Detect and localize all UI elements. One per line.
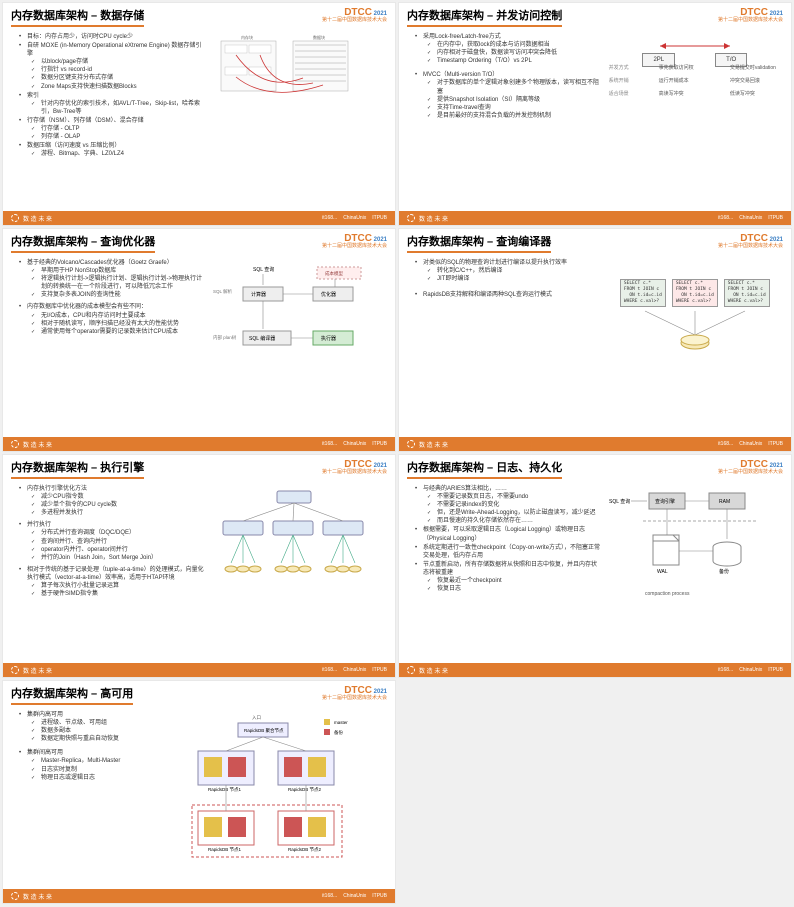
- slide-footer: 数 造 未 来 it168...ChinaUnixITPUB: [399, 663, 791, 677]
- exec-diagram: [213, 485, 385, 638]
- svg-text:compaction process: compaction process: [645, 591, 690, 597]
- list-item: 行存储（NSM）、列存储（DSM）、混合存储 行存储 - OLTP 列存储 - …: [17, 117, 207, 141]
- ha-diagram: 入口 RapidsDB 聚合节点 master 备份 RapidsDB 节点1 …: [168, 711, 385, 874]
- slide-title: 内存数据库架构 – 并发访问控制: [407, 7, 562, 27]
- event-logo: DTCC 2021 第十二届中国数据库技术大会: [322, 459, 387, 476]
- list-item: 目标：内存占用少，访问时CPU cycle少: [17, 33, 207, 41]
- svg-text:RapidsDB 节点1: RapidsDB 节点1: [208, 847, 242, 853]
- slide-exec-engine: 内存数据库架构 – 执行引擎 DTCC 2021 第十二届中国数据库技术大会 内…: [2, 454, 396, 678]
- list-item: 索引 针对内存优化的索引技术，如AVL/T-Tree，Skip-list，哈希索…: [17, 92, 207, 116]
- bullet-list: 与经典的ARIES算法相比，…… 不需要记录数页日志，不需要undo 不需要记录…: [413, 485, 603, 593]
- event-logo: DTCC 2021 第十二届中国数据库技术大会: [718, 459, 783, 476]
- slide-title: 内存数据库架构 – 高可用: [11, 685, 133, 705]
- logging-diagram: SQL 查询 查询引擎 RAM WAL 备份: [609, 485, 781, 638]
- list-item: 自研 MOXE (in-Memory Operational eXtreme E…: [17, 42, 207, 91]
- event-logo: DTCC 2021 第十二届中国数据库技术大会: [718, 233, 783, 250]
- optimizer-diagram: SQL 查询 计算器 优化器 成本模型 SQL 编译器 执行器: [213, 259, 385, 382]
- svg-text:RapidsDB 节点2: RapidsDB 节点2: [288, 847, 322, 853]
- slide-title: 内存数据库架构 – 数据存储: [11, 7, 144, 27]
- event-logo: DTCC 2021 第十二届中国数据库技术大会: [322, 233, 387, 250]
- svg-text:数据块: 数据块: [313, 34, 325, 40]
- svg-text:RapidsDB 聚合节点: RapidsDB 聚合节点: [244, 727, 284, 734]
- slide-footer: 数 造 未 来 it168...ChinaUnixITPUB: [3, 889, 395, 903]
- svg-text:备份: 备份: [334, 729, 343, 736]
- svg-text:RAM: RAM: [719, 499, 730, 505]
- slide-compiler: 内存数据库架构 – 查询编译器 DTCC 2021 第十二届中国数据库技术大会 …: [398, 228, 792, 452]
- event-logo: DTCC 2021 第十二届中国数据库技术大会: [322, 7, 387, 24]
- svg-text:内存块: 内存块: [241, 34, 253, 40]
- event-logo: DTCC 2021 第十二届中国数据库技术大会: [718, 7, 783, 24]
- slide-title: 内存数据库架构 – 查询编译器: [407, 233, 551, 253]
- svg-text:优化器: 优化器: [321, 291, 336, 298]
- svg-text:入口: 入口: [252, 715, 261, 721]
- slide-title: 内存数据库架构 – 查询优化器: [11, 233, 155, 253]
- svg-text:备份: 备份: [719, 568, 729, 575]
- comparison-diagram: 2PL T/O 并发方式事先获取访问权交易提交时validation 系统开销运…: [609, 33, 781, 121]
- svg-text:RapidsDB 节点1: RapidsDB 节点1: [208, 787, 242, 793]
- slide-data-storage: 内存数据库架构 – 数据存储 DTCC 2021 第十二届中国数据库技术大会 目…: [2, 2, 396, 226]
- slide-footer: 数 造 未 来 it168...ChinaUnixITPUB: [3, 437, 395, 451]
- svg-text:SQL 查询: SQL 查询: [253, 266, 274, 273]
- bullet-list: 集群内高可用 进程级、节点级、可用组 数据多副本 数据定期快照与重启自动恢复 集…: [17, 711, 162, 782]
- svg-text:SQL 编译器: SQL 编译器: [249, 335, 275, 342]
- slide-logging: 内存数据库架构 – 日志、持久化 DTCC 2021 第十二届中国数据库技术大会…: [398, 454, 792, 678]
- svg-text:SQL 查询: SQL 查询: [609, 498, 630, 505]
- svg-text:执行器: 执行器: [321, 335, 336, 342]
- svg-text:RapidsDB 节点2: RapidsDB 节点2: [288, 787, 322, 793]
- bullet-list: 对类似的SQL的物理查询计划进行编译以提升执行效率 转化到C/C++，然后编译 …: [413, 259, 603, 299]
- svg-text:计算器: 计算器: [251, 291, 266, 298]
- compiler-diagram: SELECT c.* FROM t JOIN c ON t.id=c.id WH…: [609, 259, 781, 357]
- slide-footer: 数 造 未 来 it168...ChinaUnixITPUB: [399, 211, 791, 225]
- slide-concurrency: 内存数据库架构 – 并发访问控制 DTCC 2021 第十二届中国数据库技术大会…: [398, 2, 792, 226]
- bullet-list: 目标：内存占用少，访问时CPU cycle少 自研 MOXE (in-Memor…: [17, 33, 207, 158]
- svg-text:查询引擎: 查询引擎: [655, 498, 675, 505]
- slide-footer: 数 造 未 来 it168...ChinaUnixITPUB: [399, 437, 791, 451]
- svg-text:SQL 解析: SQL 解析: [213, 288, 233, 295]
- list-item: 数据压缩（访问速度 vs 压缩比例） 游程、Bitmap、字典、LZ0/LZ4: [17, 142, 207, 158]
- storage-diagram: 内存块 数据块: [213, 33, 385, 159]
- slide-optimizer: 内存数据库架构 – 查询优化器 DTCC 2021 第十二届中国数据库技术大会 …: [2, 228, 396, 452]
- slide-footer: 数 造 未 来 it168...ChinaUnixITPUB: [3, 211, 395, 225]
- svg-text:master: master: [334, 720, 348, 725]
- slide-ha: 内存数据库架构 – 高可用 DTCC 2021 第十二届中国数据库技术大会 集群…: [2, 680, 396, 904]
- slide-title: 内存数据库架构 – 执行引擎: [11, 459, 144, 479]
- slide-title: 内存数据库架构 – 日志、持久化: [407, 459, 562, 479]
- slide-footer: 数 造 未 来 it168...ChinaUnixITPUB: [3, 663, 395, 677]
- svg-text:内部 plan树: 内部 plan树: [213, 334, 237, 341]
- bullet-list: 内存执行引擎优化方法 减少CPU指令数 减少单个指令的CPU cycle数 多进…: [17, 485, 207, 598]
- svg-text:成本模型: 成本模型: [325, 270, 343, 277]
- svg-text:WAL: WAL: [657, 569, 668, 575]
- bullet-list: 采用Lock-free/Latch-free方式 在内存中，获取lock的成本与…: [413, 33, 603, 120]
- bullet-list: 基于经典的Volcano/Cascades优化器（Goetz Graefe） 早…: [17, 259, 207, 336]
- event-logo: DTCC 2021 第十二届中国数据库技术大会: [322, 685, 387, 702]
- comparison-rows: 并发方式事先获取访问权交易提交时validation 系统开销运行开销成本冲突交…: [609, 65, 781, 97]
